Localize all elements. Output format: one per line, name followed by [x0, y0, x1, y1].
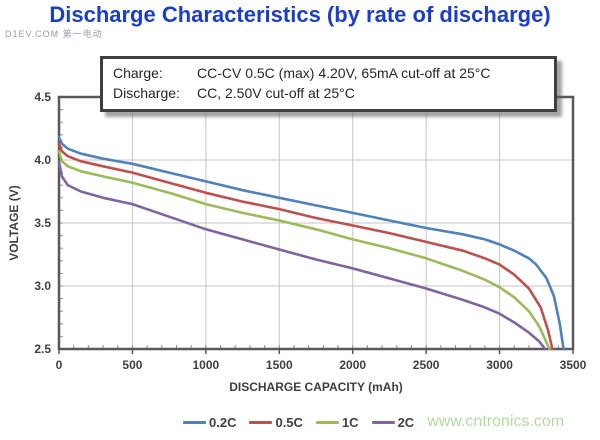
legend-swatch-0.2c: [183, 420, 206, 424]
discharge-condition-label: Discharge:: [113, 85, 180, 102]
charge-condition-row: Charge: CC-CV 0.5C (max) 4.20V, 65mA cut…: [113, 63, 546, 83]
discharge-condition-row: Discharge: CC, 2.50V cut-off at 25°C: [113, 83, 546, 103]
watermark-cntronics: www.cntronics.com: [427, 413, 565, 430]
legend-item-0.5c: 0.5C: [249, 414, 303, 430]
legend-swatch-0.5c: [249, 420, 273, 424]
y-tick-label: 4.0: [34, 153, 51, 167]
y-tick-label: 2.5: [34, 342, 51, 356]
series-curve-0.2C: [57, 135, 565, 351]
y-tick-label: 3.5: [34, 216, 51, 230]
legend-label-0.2c: 0.2C: [209, 414, 237, 430]
y-tick-label: 4.5: [34, 90, 51, 104]
y-axis-title: VOLTAGE (V): [7, 185, 21, 261]
x-tick-label: 0: [56, 358, 63, 372]
y-tick-label: 3.0: [34, 279, 51, 293]
discharge-condition-text: CC, 2.50V cut-off at 25°C: [197, 85, 355, 102]
discharge-chart: 0 500 1000 1500 2000 2500 3000 3500 2.5 3.0 3.5 4.0…: [7, 90, 587, 394]
legend-item-0.2c: 0.2C: [183, 415, 236, 430]
legend-item-1c: 1C: [315, 414, 359, 430]
legend-items: 0.2C 0.5C 1C 2C: [183, 415, 414, 430]
x-tick-label: 2500: [413, 358, 440, 372]
watermark-d1ev: D1EV.COM 第一电动: [5, 29, 103, 39]
legend-swatch-2c: [371, 420, 395, 424]
x-tick-label: 1000: [193, 358, 220, 372]
x-tick-label: 500: [122, 358, 142, 372]
x-tick-label: 2000: [339, 358, 366, 372]
series-curve-1C: [57, 149, 551, 351]
legend-label-1c: 1C: [341, 414, 359, 430]
legend-item-2c: 2C: [371, 414, 415, 430]
legend-label-0.5c: 0.5C: [275, 414, 303, 430]
legend-label-2c: 2C: [397, 414, 415, 430]
x-tick-label: 3000: [486, 358, 513, 372]
series-curve-0.5C: [57, 142, 554, 351]
conditions-box: Charge: CC-CV 0.5C (max) 4.20V, 65mA cut…: [100, 56, 557, 112]
x-tick-label: 1500: [266, 358, 293, 372]
legend-swatch-1c: [315, 420, 339, 424]
chart-legend: 0.2C 0.5C 1C 2C www.cntronics.com: [183, 413, 564, 431]
x-tick-label: 3500: [560, 358, 587, 372]
x-axis-title: DISCHARGE CAPACITY (mAh): [229, 380, 403, 394]
charge-condition-label: Charge:: [113, 65, 163, 81]
page-title: Discharge Characteristics (by rate of di…: [49, 2, 551, 27]
series-curve-2C: [57, 160, 547, 351]
charge-condition-text: CC-CV 0.5C (max) 4.20V, 65mA cut-off at …: [197, 65, 491, 81]
